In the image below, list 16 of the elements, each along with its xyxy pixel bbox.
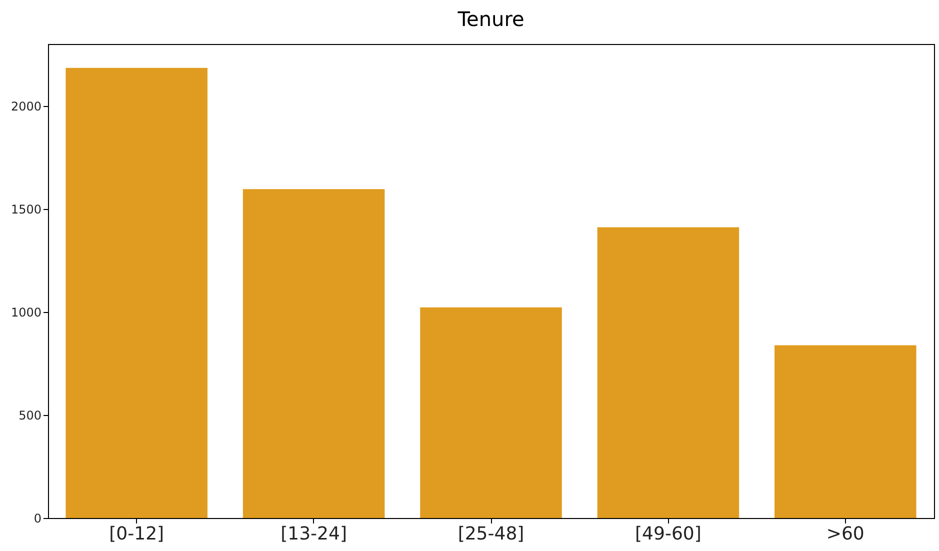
y-tick-label: 500 xyxy=(18,408,42,422)
y-tick-label: 1500 xyxy=(10,202,42,216)
x-tick-label: [49-60] xyxy=(635,524,702,544)
x-tick-label: [13-24] xyxy=(280,524,347,544)
bar xyxy=(420,307,562,518)
bar xyxy=(774,345,916,518)
y-tick-label: 1000 xyxy=(10,305,42,320)
bar xyxy=(597,227,740,518)
bar xyxy=(66,68,208,518)
y-tick-label: 2000 xyxy=(10,99,42,114)
x-tick-label: [0-12] xyxy=(109,524,164,544)
chart-title: Tenure xyxy=(456,7,524,31)
y-tick-label: 0 xyxy=(34,512,42,526)
bar xyxy=(242,189,385,518)
x-tick-label: [25-48] xyxy=(458,524,524,544)
x-tick-label: >60 xyxy=(826,524,864,544)
